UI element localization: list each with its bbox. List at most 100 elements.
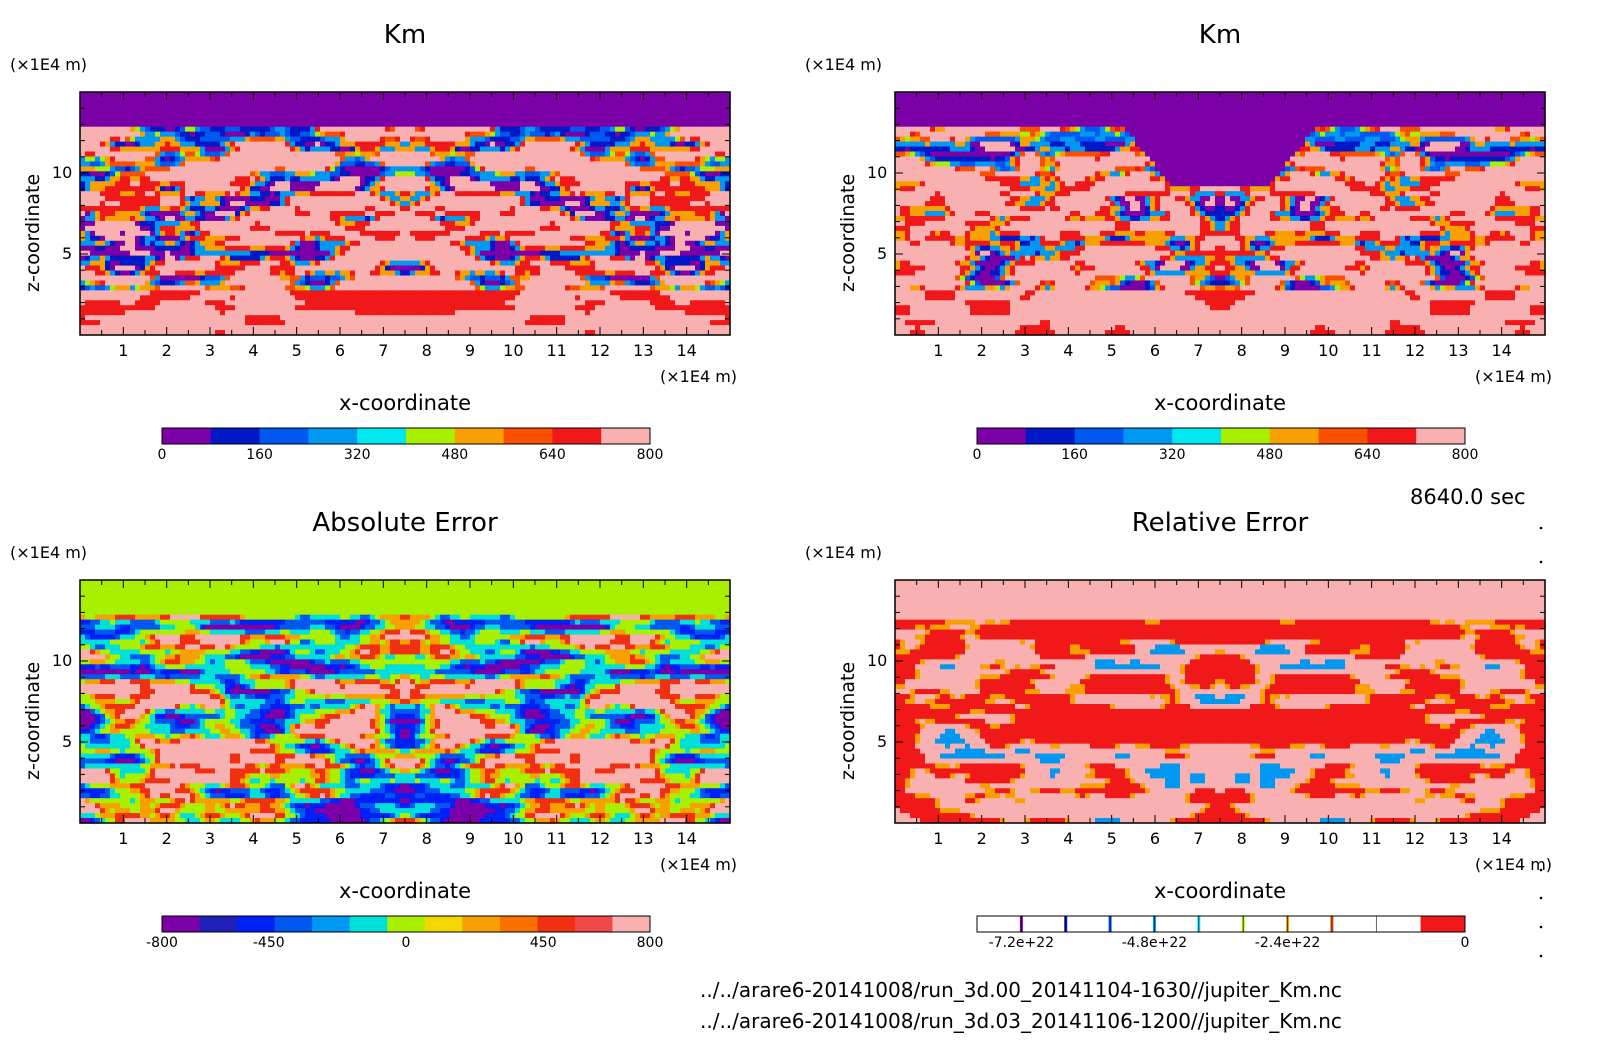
heatmap-cell (570, 122, 576, 128)
heatmap-cell (280, 117, 286, 123)
heatmap-cell (470, 127, 476, 133)
heatmap-cell (130, 112, 136, 118)
heatmap-cell (325, 122, 331, 128)
heatmap-cell (535, 117, 541, 123)
heatmap-cell (405, 117, 411, 123)
heatmap-cell (325, 152, 331, 158)
heatmap-cell (355, 92, 361, 98)
heatmap-cell (240, 112, 246, 118)
heatmap-cell (210, 132, 216, 138)
heatmap-cell (125, 142, 131, 148)
heatmap-cell (305, 122, 311, 128)
heatmap-cell (260, 137, 266, 143)
heatmap-cell (215, 152, 221, 158)
heatmap-cell (140, 156, 146, 162)
heatmap-cell (540, 117, 546, 123)
heatmap-cell (390, 152, 396, 158)
heatmap-cell (620, 117, 626, 123)
heatmap-cell (335, 122, 341, 128)
heatmap-cell (140, 147, 146, 153)
heatmap-cell (560, 147, 566, 153)
heatmap-cell (470, 102, 476, 108)
heatmap-cell (185, 142, 191, 148)
heatmap-cell (355, 122, 361, 128)
heatmap-cell (360, 112, 366, 118)
heatmap-cell (455, 127, 461, 133)
heatmap-cell (575, 132, 581, 138)
heatmap-cell (680, 112, 686, 118)
heatmap-cell (95, 147, 101, 153)
heatmap-cell (315, 152, 321, 158)
heatmap-cell (580, 97, 586, 103)
heatmap-cell (515, 127, 521, 133)
heatmap-cell (170, 112, 176, 118)
heatmap-cell (320, 132, 326, 138)
heatmap-cell (520, 102, 526, 108)
heatmap-cell (500, 137, 506, 143)
heatmap-cell (155, 92, 161, 98)
heatmap-cell (285, 152, 291, 158)
heatmap-cell (100, 147, 106, 153)
heatmap-cell (355, 112, 361, 118)
heatmap-cell (565, 152, 571, 158)
heatmap-cell (475, 122, 481, 128)
heatmap-cell (205, 117, 211, 123)
heatmap-cell (80, 112, 86, 118)
heatmap-cell (135, 147, 141, 153)
heatmap-cell (675, 147, 681, 153)
heatmap-cell (615, 137, 621, 143)
heatmap-cell (375, 122, 381, 128)
heatmap-cell (395, 147, 401, 153)
heatmap-cell (705, 102, 711, 108)
heatmap-cell (170, 152, 176, 158)
heatmap-cell (435, 156, 441, 162)
heatmap-cell (595, 112, 601, 118)
heatmap-cell (695, 122, 701, 128)
heatmap-cell (685, 117, 691, 123)
heatmap-cell (305, 137, 311, 143)
heatmap-cell (540, 112, 546, 118)
heatmap-cell (560, 137, 566, 143)
heatmap-cell (185, 97, 191, 103)
heatmap-cell (105, 102, 111, 108)
heatmap-cell (400, 112, 406, 118)
heatmap-cell (165, 117, 171, 123)
heatmap-cell (355, 147, 361, 153)
heatmap-cell (470, 92, 476, 98)
heatmap-cell (700, 107, 706, 113)
heatmap-cell (490, 122, 496, 128)
heatmap-cell (355, 102, 361, 108)
heatmap-cell (255, 152, 261, 158)
heatmap-cell (460, 147, 466, 153)
heatmap-cell (330, 156, 336, 162)
heatmap-cell (305, 107, 311, 113)
heatmap-cell (400, 147, 406, 153)
heatmap-cell (195, 102, 201, 108)
heatmap-cell (455, 107, 461, 113)
heatmap-cell (405, 112, 411, 118)
heatmap-cell (85, 152, 91, 158)
heatmap-cell (510, 107, 516, 113)
heatmap-cell (545, 137, 551, 143)
heatmap-cell (690, 92, 696, 98)
heatmap-cell (580, 147, 586, 153)
heatmap-cell (385, 152, 391, 158)
heatmap-cell (90, 112, 96, 118)
heatmap-cell (655, 127, 661, 133)
heatmap-cell (575, 152, 581, 158)
heatmap-cell (515, 107, 521, 113)
heatmap-cell (650, 102, 656, 108)
heatmap-cell (290, 97, 296, 103)
heatmap-cell (145, 122, 151, 128)
heatmap-cell (410, 107, 416, 113)
heatmap-cell (105, 92, 111, 98)
heatmap-cell (450, 117, 456, 123)
heatmap-cell (170, 137, 176, 143)
heatmap-cell (135, 152, 141, 158)
heatmap-cell (470, 117, 476, 123)
heatmap-cell (420, 142, 426, 148)
heatmap-cell (570, 92, 576, 98)
heatmap-cell (80, 102, 86, 108)
heatmap-cell (635, 122, 641, 128)
heatmap-cell (465, 152, 471, 158)
